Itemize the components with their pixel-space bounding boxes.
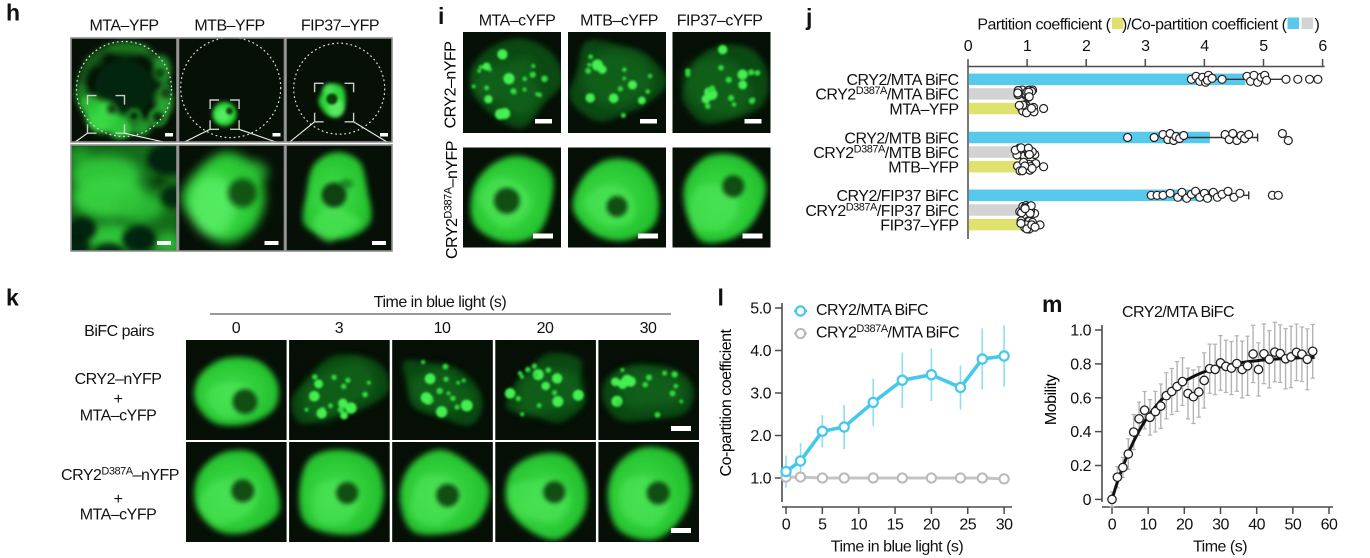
svg-text:BiFC pairs: BiFC pairs (84, 323, 154, 340)
svg-text:20: 20 (923, 517, 940, 534)
svg-text:0: 0 (232, 320, 241, 337)
svg-text:4: 4 (1200, 38, 1209, 55)
svg-text:10: 10 (1140, 517, 1157, 534)
svg-text:CRY2–nYFP: CRY2–nYFP (75, 371, 162, 388)
svg-text:): ) (1315, 16, 1320, 33)
svg-text:3.0: 3.0 (750, 386, 771, 403)
svg-text:Co-partition coefficient: Co-partition coefficient (718, 329, 735, 477)
svg-text:MTA–YFP: MTA–YFP (89, 18, 158, 35)
svg-text:1.0: 1.0 (1070, 323, 1091, 340)
svg-text:j: j (805, 4, 812, 30)
svg-text:10: 10 (434, 320, 451, 337)
svg-text:5: 5 (818, 517, 827, 534)
svg-text:0.4: 0.4 (1070, 424, 1091, 441)
svg-text:CRY2/MTA BiFC: CRY2/MTA BiFC (816, 302, 928, 319)
svg-text:20: 20 (537, 320, 554, 337)
svg-text:CRY2/MTB BiFC: CRY2/MTB BiFC (844, 130, 958, 147)
svg-text:3: 3 (335, 320, 344, 337)
svg-text:CRY2D387A/MTA BiFC: CRY2D387A/MTA BiFC (815, 85, 958, 104)
svg-text:0: 0 (1083, 492, 1092, 509)
svg-text:l: l (718, 285, 724, 311)
svg-text:h: h (6, 0, 20, 26)
svg-text:MTA–cYFP: MTA–cYFP (80, 507, 157, 524)
svg-text:+: + (114, 391, 123, 408)
svg-text:MTB–YFP: MTB–YFP (888, 160, 958, 177)
svg-text:10: 10 (850, 517, 867, 534)
svg-text:2.0: 2.0 (750, 428, 771, 445)
svg-text:MTA–cYFP: MTA–cYFP (80, 408, 157, 425)
svg-text:5: 5 (1259, 38, 1268, 55)
svg-text:MTB–cYFP: MTB–cYFP (580, 13, 658, 30)
svg-text:k: k (6, 285, 19, 311)
svg-text:0.2: 0.2 (1070, 458, 1091, 475)
svg-text:i: i (438, 3, 444, 29)
svg-text:5.0: 5.0 (750, 301, 771, 318)
svg-text:20: 20 (1176, 517, 1193, 534)
svg-text:CRY2/FIP37 BiFC: CRY2/FIP37 BiFC (836, 188, 958, 205)
svg-text:)/Co-partition coefficient (: )/Co-partition coefficient ( (1122, 16, 1288, 33)
svg-text:50: 50 (1284, 517, 1301, 534)
svg-text:CRY2–nYFP: CRY2–nYFP (443, 42, 460, 129)
svg-text:25: 25 (959, 517, 976, 534)
svg-text:Time in blue light (s): Time in blue light (s) (374, 294, 507, 311)
svg-text:FIP37–YFP: FIP37–YFP (880, 217, 958, 234)
svg-text:+: + (114, 491, 123, 508)
svg-text:4.0: 4.0 (750, 343, 771, 360)
svg-text:30: 30 (640, 320, 657, 337)
svg-text:3: 3 (1141, 38, 1150, 55)
svg-text:CRY2D387A/FIP37 BiFC: CRY2D387A/FIP37 BiFC (805, 201, 958, 220)
svg-text:Time in blue light (s): Time in blue light (s) (831, 539, 964, 556)
svg-text:0: 0 (964, 38, 973, 55)
svg-text:CRY2D387A–nYFP: CRY2D387A–nYFP (443, 141, 462, 259)
svg-text:30: 30 (1212, 517, 1229, 534)
svg-text:FIP37–YFP: FIP37–YFP (301, 18, 379, 35)
svg-text:15: 15 (887, 517, 904, 534)
svg-text:CRY2/MTA BiFC: CRY2/MTA BiFC (846, 72, 958, 89)
svg-text:FIP37–cYFP: FIP37–cYFP (677, 13, 763, 30)
svg-text:MTA–YFP: MTA–YFP (889, 101, 958, 118)
svg-text:MTA–cYFP: MTA–cYFP (479, 13, 556, 30)
svg-text:0.8: 0.8 (1070, 356, 1091, 373)
svg-text:6: 6 (1318, 38, 1327, 55)
svg-text:Time (s): Time (s) (1193, 539, 1247, 556)
svg-text:CRY2D387A–nYFP: CRY2D387A–nYFP (61, 466, 179, 485)
svg-text:1: 1 (1023, 38, 1032, 55)
svg-text:m: m (1042, 291, 1062, 317)
svg-text:30: 30 (996, 517, 1013, 534)
svg-text:0.6: 0.6 (1070, 390, 1091, 407)
svg-text:Partition coefficient (: Partition coefficient ( (977, 16, 1111, 33)
svg-text:Mobility: Mobility (1043, 374, 1060, 425)
svg-text:60: 60 (1321, 517, 1338, 534)
svg-text:CRY2D387A/MTA BiFC: CRY2D387A/MTA BiFC (816, 323, 959, 342)
svg-text:CRY2/MTA BiFC: CRY2/MTA BiFC (1122, 304, 1234, 321)
svg-text:40: 40 (1248, 517, 1265, 534)
svg-text:0: 0 (1108, 517, 1117, 534)
svg-text:CRY2D387A/MTB BiFC: CRY2D387A/MTB BiFC (813, 143, 958, 162)
svg-text:1.0: 1.0 (750, 471, 771, 488)
svg-text:0: 0 (782, 517, 791, 534)
svg-text:MTB–YFP: MTB–YFP (194, 18, 264, 35)
svg-text:2: 2 (1082, 38, 1091, 55)
